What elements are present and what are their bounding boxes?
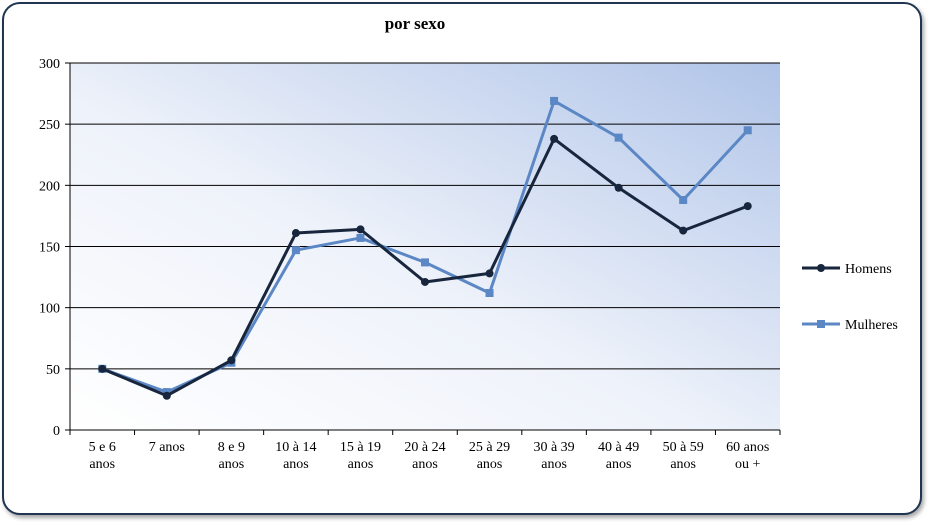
legend-item-mulheres: Mulheres (802, 318, 898, 333)
series-layer (98, 96, 752, 400)
x-tick-label-line: 30 à 39 (533, 440, 574, 455)
y-tick-label: 50 (46, 363, 60, 378)
x-tick-label: 20 à 24 anos (404, 440, 445, 472)
x-tick-label: 8 e 9 anos (218, 440, 245, 472)
data-point (679, 196, 688, 205)
x-tick-label-line: 7 anos (149, 440, 185, 455)
x-tick-label-line: 15 à 19 (340, 440, 381, 455)
x-tick-label-line: anos (348, 457, 374, 472)
x-tick-label: 25 à 29 anos (469, 440, 510, 472)
x-tick-label: 50 à 59 anos (663, 440, 704, 472)
x-tick-label-line: anos (477, 457, 503, 472)
chart-title: por sexo (385, 14, 446, 33)
data-point (421, 277, 429, 286)
y-tick-label: 200 (39, 179, 60, 194)
x-tick-label: 10 à 14 anos (275, 440, 316, 472)
y-tick-label: 300 (39, 57, 60, 72)
legend-item-homens: Homens (802, 262, 892, 277)
data-point (550, 134, 559, 143)
x-tick-label-line: anos (670, 457, 696, 472)
x-tick-label: 60 anos ou + (726, 440, 769, 472)
x-tick-label-line: 8 e 9 (218, 440, 245, 455)
data-point (291, 246, 300, 255)
series-homens (98, 134, 752, 400)
x-tick-label: 5 e 6 anos (89, 440, 116, 472)
legend-label: Mulheres (845, 318, 898, 333)
x-tick-label-line: 5 e 6 (89, 440, 116, 455)
x-tick-label-line: anos (283, 457, 309, 472)
x-tick-label: 30 à 39 anos (533, 440, 574, 472)
data-point (227, 356, 236, 365)
x-tick-label-line: 60 anos (726, 440, 769, 455)
x-tick-label-line: anos (89, 457, 115, 472)
x-tick-label-line: anos (606, 457, 632, 472)
y-tick-label: 0 (53, 424, 60, 439)
data-point (421, 258, 429, 267)
x-tick-label-line: 40 à 49 (598, 440, 639, 455)
legend: Homens Mulheres (802, 262, 898, 333)
data-point (743, 126, 752, 135)
data-point (743, 202, 752, 211)
data-point (679, 226, 688, 235)
x-tick-label: 7 anos (149, 440, 185, 455)
x-tick-label: 15 à 19 anos (340, 440, 381, 472)
y-tick-label: 100 (39, 302, 60, 317)
x-tick-label-line: 50 à 59 (663, 440, 704, 455)
x-tick-label-line: anos (412, 457, 438, 472)
x-tick-label-line: 20 à 24 (404, 440, 445, 455)
data-point (614, 133, 623, 142)
legend-marker (817, 320, 825, 328)
gridlines (70, 62, 780, 370)
x-tick-label-line: ou + (735, 457, 761, 472)
x-tick-label: 40 à 49 anos (598, 440, 639, 472)
data-point (356, 225, 365, 234)
data-point (356, 233, 365, 242)
data-point (485, 269, 494, 278)
data-point (614, 183, 623, 192)
data-point (162, 391, 171, 400)
y-tick-label: 250 (39, 118, 60, 133)
y-axis-ticks: 0 50 100 150 200 250 300 (39, 57, 70, 439)
data-point (485, 288, 494, 297)
legend-label: Homens (845, 262, 892, 277)
data-point (98, 364, 107, 373)
legend-marker (817, 264, 825, 272)
x-tick-label-line: anos (541, 457, 567, 472)
x-tick-label-line: anos (219, 457, 245, 472)
data-point (550, 96, 559, 105)
x-tick-label-line: 25 à 29 (469, 440, 510, 455)
data-point (291, 229, 300, 238)
x-tick-label-line: 10 à 14 (275, 440, 316, 455)
y-tick-label: 150 (39, 241, 60, 256)
